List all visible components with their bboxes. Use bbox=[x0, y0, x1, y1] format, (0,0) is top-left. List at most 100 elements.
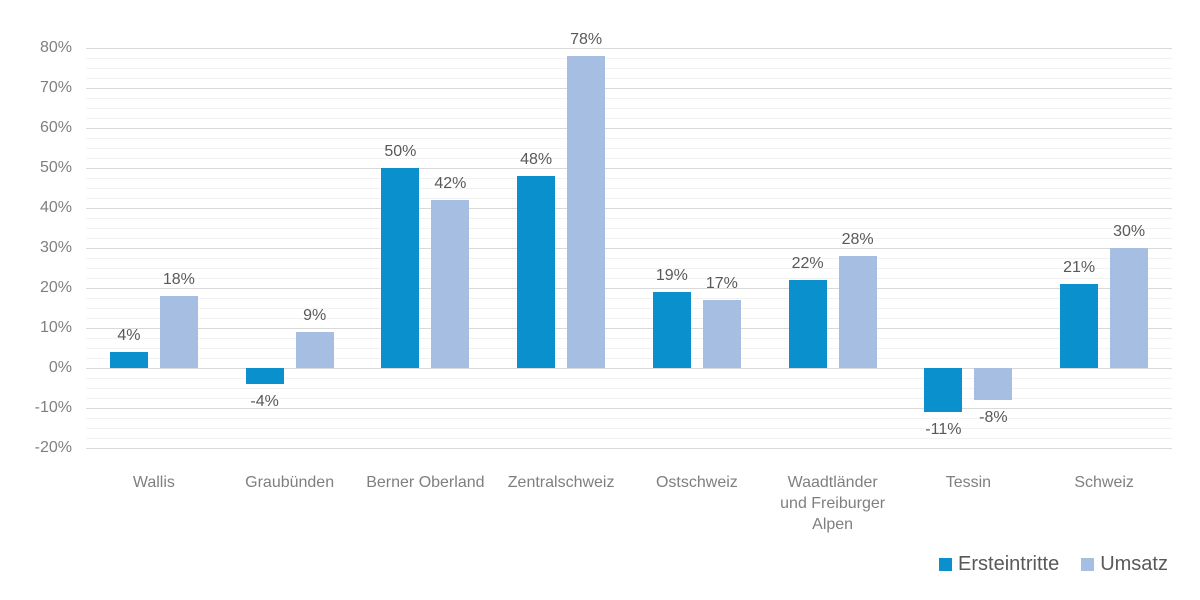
gridline-minor bbox=[86, 318, 1172, 319]
gridline-minor bbox=[86, 388, 1172, 389]
bar-umsatz bbox=[838, 256, 877, 368]
gridline-minor bbox=[86, 418, 1172, 419]
y-axis-tick-label: -20% bbox=[34, 439, 72, 456]
gridline-major bbox=[86, 448, 1172, 449]
gridline-major bbox=[86, 48, 1172, 49]
category-label: Waadtländer und Freiburger Alpen bbox=[780, 474, 886, 533]
legend-swatch-ersteintritte bbox=[939, 557, 953, 571]
bar-umsatz bbox=[702, 300, 741, 368]
bar-ersteintritte bbox=[924, 368, 963, 412]
gridline-minor bbox=[86, 98, 1172, 99]
legend-swatch-umsatz bbox=[1081, 557, 1095, 571]
gridline-minor bbox=[86, 398, 1172, 399]
legend-label-umsatz: Umsatz bbox=[1100, 552, 1168, 575]
gridline-major bbox=[86, 168, 1172, 169]
gridline-minor bbox=[86, 438, 1172, 439]
gridline-minor bbox=[86, 338, 1172, 339]
y-axis-tick-label: 50% bbox=[39, 159, 72, 176]
y-axis-tick-label: 10% bbox=[39, 319, 72, 336]
y-axis-tick-label: 20% bbox=[39, 279, 72, 296]
data-label: 9% bbox=[303, 307, 327, 324]
y-axis-tick-label: 40% bbox=[39, 199, 72, 216]
category-label: Graubünden bbox=[245, 474, 335, 491]
gridline-minor bbox=[86, 228, 1172, 229]
bar-umsatz bbox=[974, 368, 1013, 400]
gridline-minor bbox=[86, 198, 1172, 199]
bar-ersteintritte bbox=[517, 176, 556, 368]
data-label: 50% bbox=[384, 143, 417, 160]
gridline-minor bbox=[86, 148, 1172, 149]
gridline-minor bbox=[86, 118, 1172, 119]
gridline-major bbox=[86, 368, 1172, 369]
data-label: 4% bbox=[117, 327, 141, 344]
gridline-minor bbox=[86, 278, 1172, 279]
y-axis-tick-label: -10% bbox=[34, 399, 72, 416]
data-label: 18% bbox=[162, 271, 195, 288]
bar-ersteintritte bbox=[788, 280, 827, 368]
data-label: 19% bbox=[655, 267, 688, 284]
bar-ersteintritte bbox=[652, 292, 691, 368]
category-label: Berner Oberland bbox=[366, 474, 485, 491]
gridline-minor bbox=[86, 78, 1172, 79]
data-label: 30% bbox=[1113, 223, 1146, 240]
bar-ersteintritte bbox=[381, 168, 420, 368]
data-label: 28% bbox=[841, 231, 874, 248]
data-label: -11% bbox=[925, 421, 962, 438]
y-axis-tick-label: 0% bbox=[48, 359, 72, 376]
gridline-minor bbox=[86, 308, 1172, 309]
y-axis-tick-label: 60% bbox=[39, 119, 72, 136]
category-label: Schweiz bbox=[1074, 474, 1134, 491]
y-axis-tick-label: 80% bbox=[39, 39, 72, 56]
gridline-minor bbox=[86, 68, 1172, 69]
legend: Ersteintritte Umsatz bbox=[939, 550, 1168, 578]
data-label: 17% bbox=[705, 275, 738, 292]
gridline-minor bbox=[86, 218, 1172, 219]
gridline-major bbox=[86, 128, 1172, 129]
bar-ersteintritte bbox=[109, 352, 148, 368]
gridline-minor bbox=[86, 428, 1172, 429]
gridline-minor bbox=[86, 58, 1172, 59]
gridline-minor bbox=[86, 188, 1172, 189]
gridline-major bbox=[86, 88, 1172, 89]
category-label: Zentralschweiz bbox=[507, 474, 615, 491]
bar-umsatz bbox=[295, 332, 334, 368]
gridline-minor bbox=[86, 138, 1172, 139]
legend-item-ersteintritte: Ersteintritte bbox=[939, 553, 1059, 576]
bar-umsatz bbox=[1110, 248, 1149, 368]
data-label: -8% bbox=[979, 409, 1008, 426]
category-label: Tessin bbox=[945, 474, 992, 491]
gridline-minor bbox=[86, 158, 1172, 159]
gridline-major bbox=[86, 408, 1172, 409]
legend-label-ersteintritte: Ersteintritte bbox=[958, 552, 1060, 575]
gridline-minor bbox=[86, 258, 1172, 259]
bar-umsatz bbox=[567, 56, 606, 368]
gridline-minor bbox=[86, 298, 1172, 299]
category-label: Wallis bbox=[132, 474, 175, 491]
bar-umsatz bbox=[159, 296, 198, 368]
gridline-minor bbox=[86, 108, 1172, 109]
gridline-minor bbox=[86, 238, 1172, 239]
legend-item-umsatz: Umsatz bbox=[1081, 553, 1168, 576]
gridline-major bbox=[86, 248, 1172, 249]
gridline-minor bbox=[86, 348, 1172, 349]
gridline-major bbox=[86, 328, 1172, 329]
bar-ersteintritte bbox=[245, 368, 284, 384]
gridline-minor bbox=[86, 378, 1172, 379]
gridline-minor bbox=[86, 178, 1172, 179]
gridline-major bbox=[86, 208, 1172, 209]
y-axis-tick-label: 70% bbox=[39, 79, 72, 96]
bar-umsatz bbox=[431, 200, 470, 368]
data-label: 22% bbox=[791, 255, 824, 272]
y-axis-tick-label: 30% bbox=[39, 239, 72, 256]
data-label: 48% bbox=[520, 151, 553, 168]
bar-ersteintritte bbox=[1060, 284, 1099, 368]
data-label: 78% bbox=[570, 31, 603, 48]
gridline-minor bbox=[86, 358, 1172, 359]
data-label: 21% bbox=[1063, 259, 1096, 276]
data-label: -4% bbox=[250, 393, 279, 410]
category-label: Ostschweiz bbox=[655, 474, 738, 491]
gridline-major bbox=[86, 288, 1172, 289]
gridline-minor bbox=[86, 268, 1172, 269]
data-label: 42% bbox=[434, 175, 467, 192]
